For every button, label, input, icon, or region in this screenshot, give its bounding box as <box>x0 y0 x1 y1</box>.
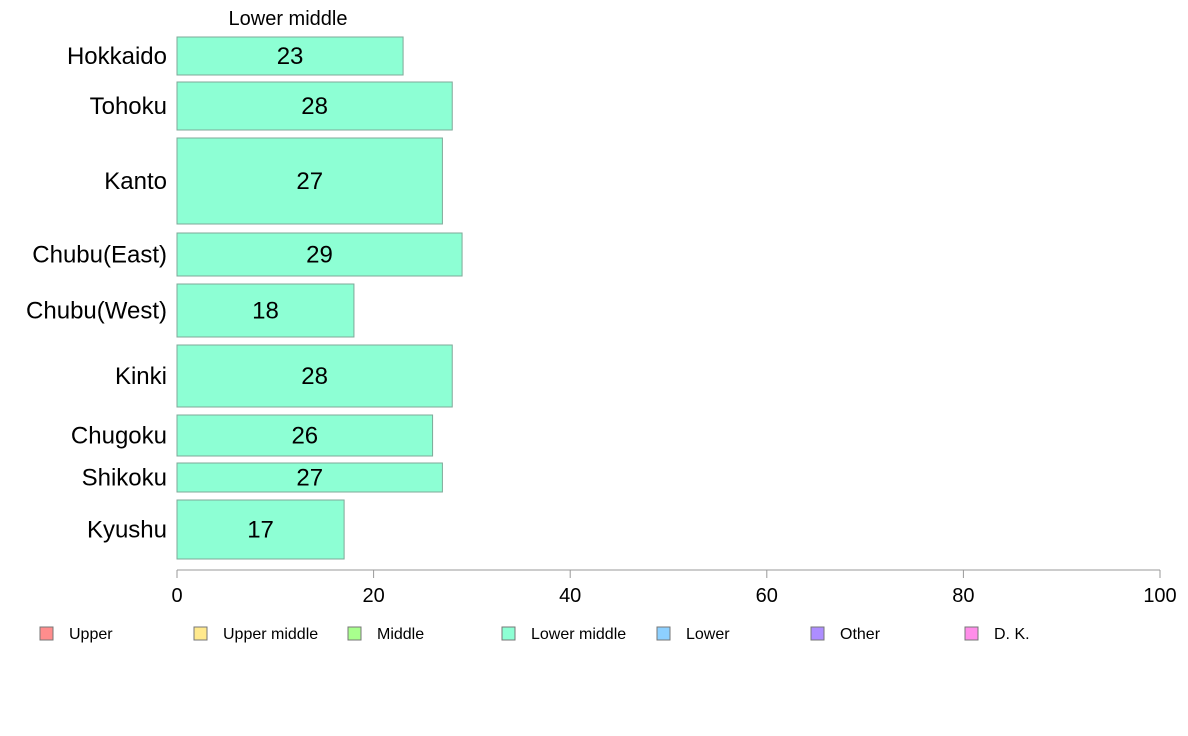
category-label: Chubu(West) <box>26 298 167 325</box>
bar-chubu-west- <box>176 283 355 338</box>
x-tick-label: 20 <box>362 585 384 607</box>
bar-value-label: 17 <box>247 517 274 544</box>
category-label: Kyushu <box>87 517 167 544</box>
x-tick-label: 80 <box>952 585 974 607</box>
x-tick-label: 0 <box>171 585 182 607</box>
category-label: Shikoku <box>82 465 167 492</box>
category-label: Kinki <box>115 363 167 390</box>
legend-label: D. K. <box>994 626 1030 643</box>
category-label: Chugoku <box>71 423 167 450</box>
category-label: Tohoku <box>90 93 167 120</box>
legend-label: Lower middle <box>531 626 626 643</box>
legend-label: Other <box>840 626 881 643</box>
bar-shikoku <box>176 462 443 493</box>
bar-kanto <box>176 137 443 225</box>
bar-value-label: 23 <box>277 43 304 70</box>
legend-swatch <box>810 626 825 641</box>
legend: Upper Upper middle Middle Lower middle Lower… <box>39 626 1030 643</box>
bar-value-label: 28 <box>301 93 328 120</box>
panel-title: Lower middle <box>229 8 348 30</box>
legend-swatch <box>39 626 54 641</box>
bar-value-label: 28 <box>301 363 328 390</box>
bars-group: Hokkaido 23 Tohoku 28 Kanto 27 Chubu(East) 29 Ch… <box>26 36 463 560</box>
category-label: Chubu(East) <box>32 242 167 269</box>
legend-label: Middle <box>377 626 424 643</box>
legend-swatch <box>347 626 362 641</box>
bar-kinki <box>176 344 453 408</box>
bar-value-label: 26 <box>291 423 318 450</box>
bar-hokkaido <box>176 36 404 76</box>
bar-chubu-east- <box>176 232 463 277</box>
category-label: Kanto <box>104 168 167 195</box>
bar-tohoku <box>176 81 453 131</box>
legend-swatch <box>656 626 671 641</box>
bar-kyushu <box>176 499 345 560</box>
bar-value-label: 29 <box>306 242 333 269</box>
bar-value-label: 18 <box>252 298 279 325</box>
legend-label: Lower <box>686 626 730 643</box>
legend-swatch <box>193 626 208 641</box>
legend-label: Upper middle <box>223 626 318 643</box>
bar-value-label: 27 <box>296 168 323 195</box>
x-tick-label: 60 <box>756 585 778 607</box>
bar-chugoku <box>176 414 434 457</box>
legend-swatch <box>964 626 979 641</box>
x-axis: 0 20 40 60 80 100 <box>171 569 1177 607</box>
x-tick-label: 100 <box>1143 585 1176 607</box>
x-tick-label: 40 <box>559 585 581 607</box>
bar-value-label: 27 <box>296 465 323 492</box>
legend-swatch <box>501 626 516 641</box>
legend-label: Upper <box>69 626 113 643</box>
category-label: Hokkaido <box>67 43 167 70</box>
